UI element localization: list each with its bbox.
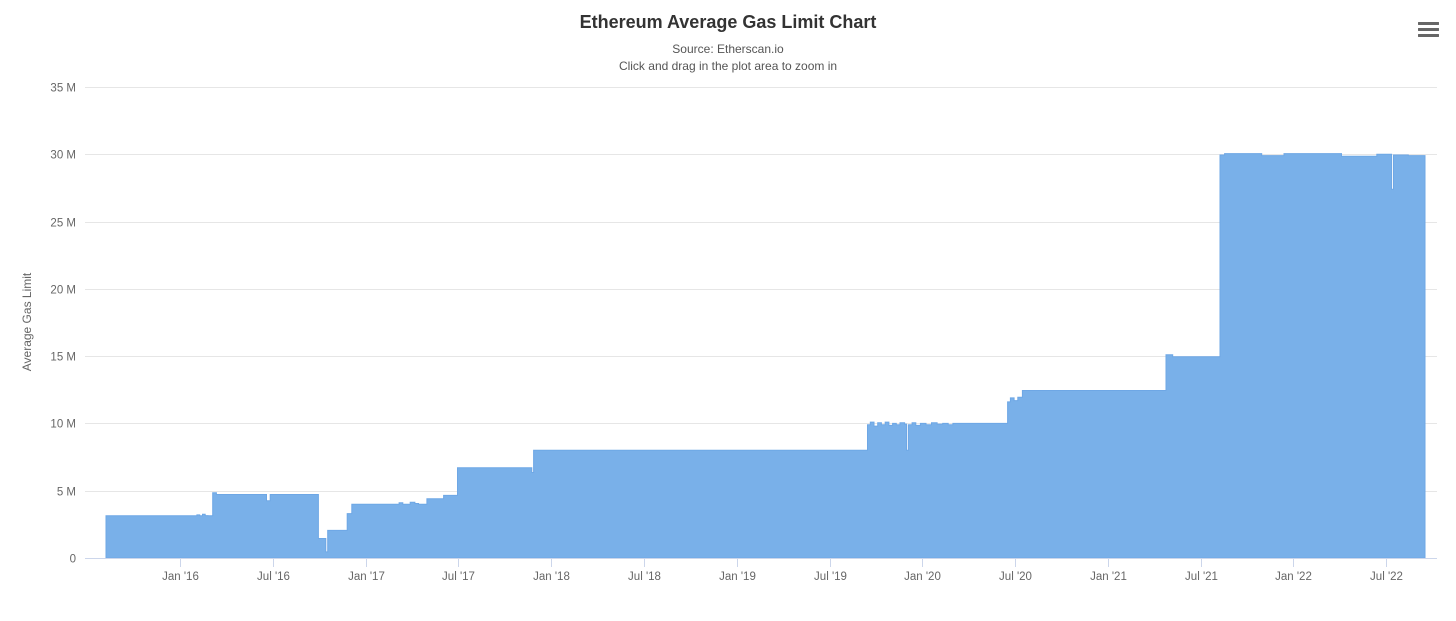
x-tick-label: Jan '19: [719, 571, 756, 583]
y-tick-label: 35 M: [50, 83, 76, 95]
hamburger-menu-icon: [1417, 27, 1439, 31]
x-tick-label: Jul '22: [1370, 571, 1403, 583]
x-tick-label: Jul '17: [442, 571, 475, 583]
y-tick-label: 15 M: [50, 352, 76, 364]
x-tick-label: Jul '16: [257, 571, 290, 583]
y-axis-title: Average Gas Limit: [20, 272, 34, 372]
x-tick-label: Jan '17: [348, 571, 385, 583]
hamburger-menu-icon: [1417, 21, 1439, 25]
chart-subtitle-source: Source: Etherscan.io: [672, 42, 784, 56]
y-tick-label: 0: [70, 554, 76, 566]
x-tick-label: Jul '20: [999, 571, 1032, 583]
x-tick-label: Jan '22: [1275, 571, 1312, 583]
y-tick-label: 5 M: [57, 487, 76, 499]
chart-subtitle-hint: Click and drag in the plot area to zoom …: [618, 59, 838, 73]
x-tick-label: Jan '18: [533, 571, 570, 583]
hamburger-menu-icon: [1417, 33, 1439, 37]
y-tick-label: 25 M: [50, 218, 76, 230]
y-tick-label: 10 M: [50, 419, 76, 431]
y-tick-label: 20 M: [50, 285, 76, 297]
y-tick-label: 30 M: [50, 150, 76, 162]
x-tick-label: Jan '21: [1090, 571, 1127, 583]
x-tick-label: Jan '16: [162, 571, 199, 583]
x-tick-label: Jul '21: [1185, 571, 1218, 583]
x-tick-label: Jan '20: [904, 571, 941, 583]
chart-title: Ethereum Average Gas Limit Chart: [579, 12, 877, 32]
x-tick-label: Jul '19: [814, 571, 847, 583]
gas-limit-area-series: [105, 153, 1426, 559]
x-tick-label: Jul '18: [628, 571, 661, 583]
chart-context-menu-button[interactable]: [1414, 16, 1442, 42]
